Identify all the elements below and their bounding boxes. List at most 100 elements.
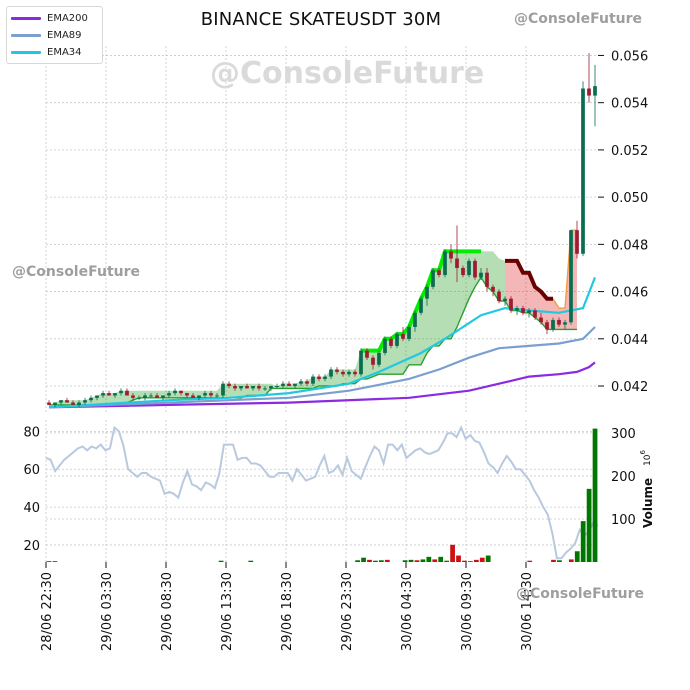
candle-body	[425, 286, 429, 299]
trend-line-red	[505, 258, 553, 301]
candle-body	[275, 386, 279, 388]
candle-body	[101, 393, 105, 396]
volume-bar	[551, 559, 556, 562]
candle-body	[209, 393, 213, 396]
candle-body	[377, 352, 381, 365]
candle-body	[299, 381, 303, 384]
candle-body	[575, 230, 579, 254]
candle-body	[437, 270, 441, 276]
candle-body	[59, 400, 63, 403]
legend-swatch-ema89	[11, 34, 41, 37]
candle-body	[173, 390, 177, 394]
candle-body	[389, 338, 393, 346]
watermark-large: @ConsoleFuture	[210, 56, 485, 91]
candle-body	[497, 291, 501, 302]
volume-bar	[402, 560, 408, 562]
volume-bar	[46, 561, 52, 562]
candle-body	[287, 383, 291, 387]
candle-body	[431, 270, 435, 287]
volume-axis-label: Volume	[641, 478, 655, 528]
volume-bar	[592, 428, 598, 562]
cloud-red	[505, 230, 577, 330]
candle-body	[293, 383, 297, 387]
volume-bar	[468, 561, 473, 562]
volume-bar	[444, 560, 450, 562]
volume-bar	[378, 560, 384, 562]
candle-body	[557, 319, 561, 325]
candle-body	[131, 395, 135, 398]
legend-label-ema200: EMA200	[47, 13, 88, 24]
candle-body	[239, 386, 243, 389]
x-tick-label: 29/06 13:30	[220, 572, 235, 651]
candle-body	[197, 395, 201, 398]
legend-item-ema34: EMA34	[11, 44, 98, 61]
ema-line-ema89	[48, 326, 596, 409]
ema-line-ema200	[48, 361, 596, 409]
y-tick-label-rsi: 40	[23, 501, 40, 516]
volume-bar	[384, 559, 390, 562]
y-tick-label-price: 0.044	[611, 333, 648, 348]
candle-body	[179, 390, 183, 394]
legend-label-ema34: EMA34	[47, 47, 82, 58]
candle-body	[269, 386, 273, 389]
candle-body	[245, 386, 249, 389]
rsi-line	[45, 425, 599, 560]
legend-label-ema89: EMA89	[47, 30, 82, 41]
watermark-mid: @ConsoleFuture	[12, 264, 140, 280]
volume-bar	[473, 559, 479, 562]
volume-bar	[557, 560, 562, 562]
volume-bar	[574, 551, 580, 562]
chart-title: BINANCE SKATEUSDT 30M	[200, 9, 442, 30]
legend-item-ema200: EMA200	[11, 10, 98, 27]
candle-body	[455, 258, 459, 268]
volume-bar	[568, 559, 574, 562]
candle-body	[317, 376, 321, 379]
volume-bar	[432, 559, 438, 562]
volume-bar	[420, 559, 426, 562]
candle-body	[413, 312, 417, 327]
chart-legend: EMA200 EMA89 EMA34	[6, 6, 103, 64]
volume-bar	[450, 544, 455, 562]
candle-body	[467, 260, 471, 276]
y-tick-label-price: 0.052	[611, 144, 648, 159]
volume-bar	[367, 559, 372, 562]
candle-body	[65, 400, 69, 403]
volume-bar	[527, 560, 533, 562]
candle-body	[485, 272, 489, 287]
x-tick-label: 29/06 18:30	[280, 572, 295, 651]
candle-body	[281, 383, 285, 387]
candle-body	[227, 383, 231, 387]
candle-body	[89, 397, 93, 401]
candle-body	[233, 386, 237, 389]
candle-body	[53, 402, 57, 405]
candle-body	[491, 286, 495, 292]
candle-body	[443, 251, 447, 276]
y-tick-label-price: 0.042	[611, 380, 648, 395]
candle-body	[365, 350, 369, 358]
candle-body	[419, 298, 423, 313]
candle-body	[539, 317, 543, 323]
candle-body	[257, 386, 261, 389]
candle-body	[83, 400, 87, 403]
candle-body	[563, 322, 567, 325]
y-tick-label-rsi: 60	[23, 463, 40, 478]
candle-body	[347, 371, 351, 375]
candle-body	[305, 381, 309, 384]
candle-body	[149, 395, 153, 397]
candle-body	[221, 383, 225, 396]
candle-body	[551, 319, 555, 330]
candle-body	[167, 393, 171, 396]
candle-body	[47, 402, 51, 405]
volume-bar	[218, 560, 224, 562]
candle-body	[113, 393, 117, 396]
candle-body	[143, 395, 147, 398]
y-tick-label-price: 0.046	[611, 286, 648, 301]
candle-body	[215, 395, 219, 397]
candle-body	[335, 369, 339, 372]
y-tick-label-volume: 300	[611, 427, 636, 442]
grid-lines	[45, 46, 598, 562]
volume-bar	[355, 560, 360, 562]
volume-bar	[414, 560, 420, 562]
volume-bar	[248, 560, 254, 562]
